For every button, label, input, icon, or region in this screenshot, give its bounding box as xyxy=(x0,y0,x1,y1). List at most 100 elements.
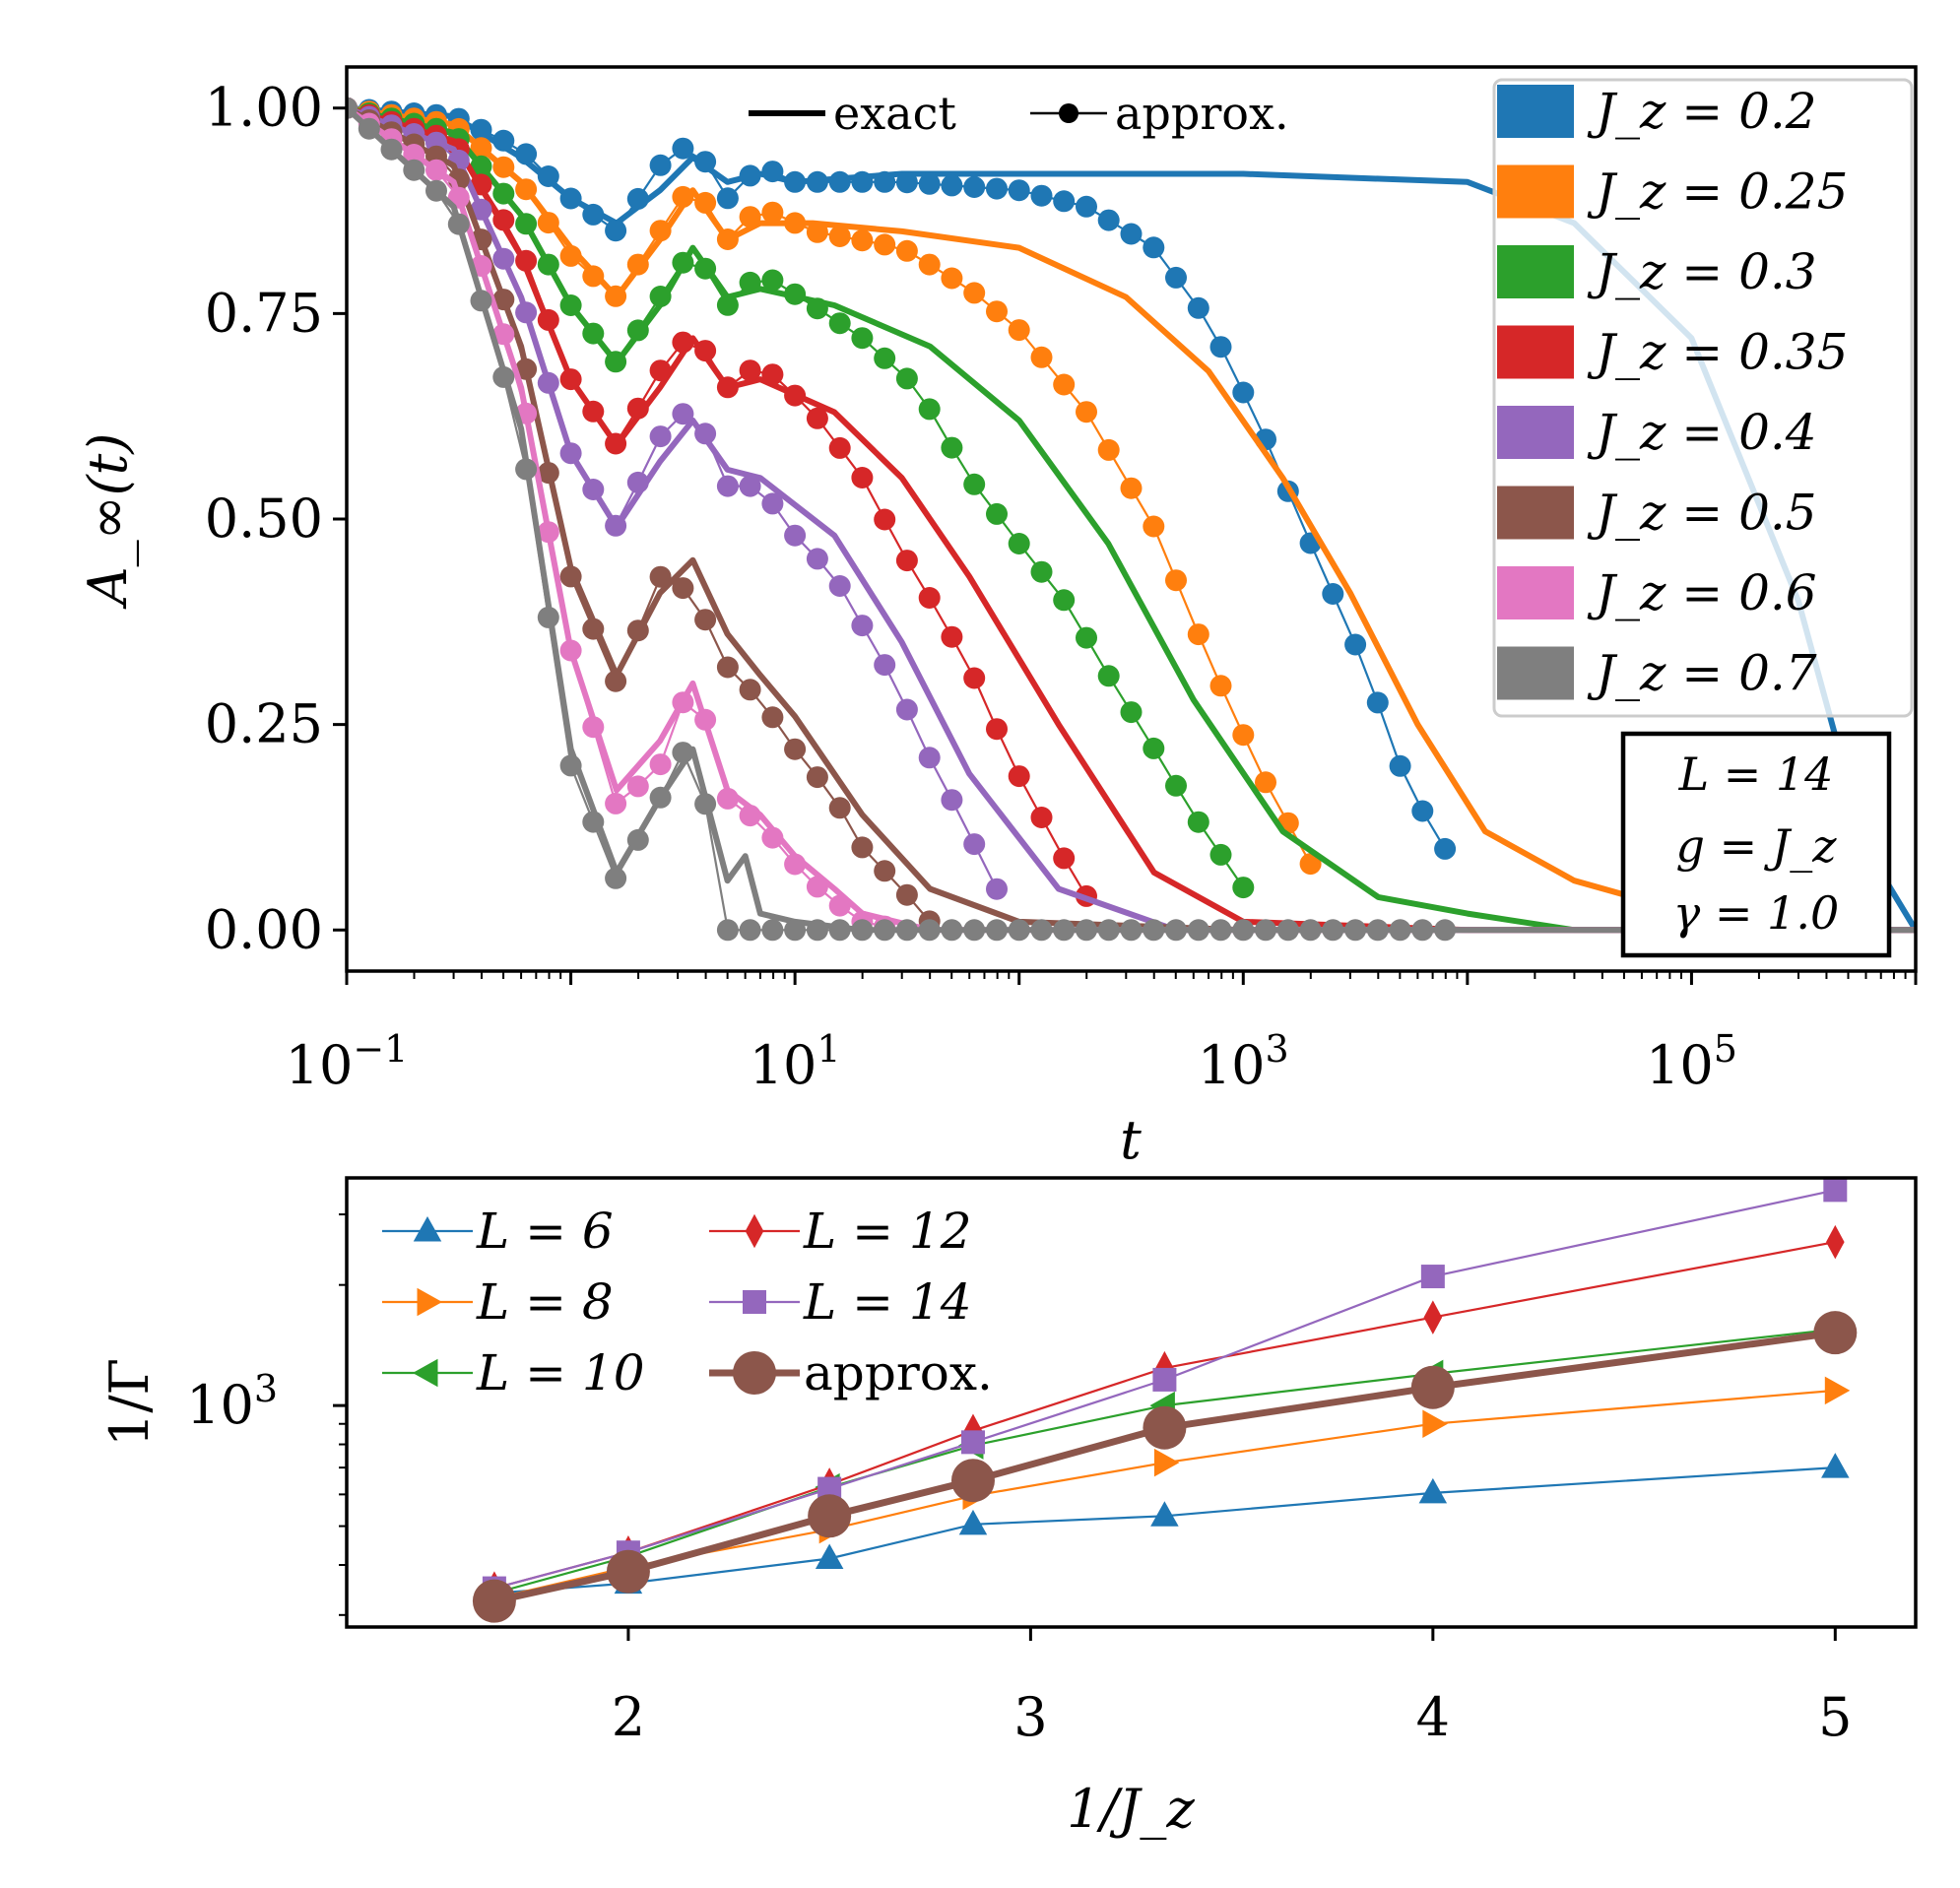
approx-point xyxy=(470,198,492,221)
approx-point xyxy=(1209,919,1232,942)
approx-point xyxy=(1030,184,1053,207)
legend-label: J_z = 0.5 xyxy=(1587,485,1817,542)
jz-legend-item: J_z = 0.3 xyxy=(1497,243,1817,300)
approx-point xyxy=(582,618,605,640)
jz-legend-frame xyxy=(1492,78,1914,718)
approx-marker-key xyxy=(1059,103,1078,123)
approx-point xyxy=(761,201,784,224)
L-legend: L = 6 L = 8 L = 10 L = 12 L = 14 approx. xyxy=(382,1203,993,1401)
approx-point xyxy=(806,407,828,429)
approx-point xyxy=(1143,737,1165,759)
approx-point xyxy=(537,253,559,276)
decay-curves-panel: 10−1 101 103 105 0.00 0.25 0.50 0.75 1.00 t A_∞… xyxy=(77,65,1918,1171)
data-point xyxy=(808,1494,852,1538)
approx-point xyxy=(895,883,918,906)
approx-point xyxy=(739,919,761,942)
approx-point xyxy=(806,876,828,898)
approx-point xyxy=(1165,774,1187,797)
bottom-x-tick-label: 2 xyxy=(612,1686,645,1748)
series-approx xyxy=(472,1311,1858,1623)
approx-point xyxy=(874,233,896,256)
approx-point xyxy=(784,212,807,234)
legend-label: L = 10 xyxy=(476,1344,645,1401)
series-jz-0_4 xyxy=(347,97,1916,934)
approx-point xyxy=(1322,583,1344,605)
approx-point xyxy=(605,670,627,692)
approx-point xyxy=(761,161,784,183)
approx-point xyxy=(716,656,739,679)
L-legend-item: L = 14 xyxy=(709,1273,972,1331)
approx-point xyxy=(716,293,739,316)
legend-label: L = 12 xyxy=(803,1203,972,1260)
approx-point xyxy=(784,853,807,876)
approx-point xyxy=(806,548,828,570)
approx-point xyxy=(694,257,717,280)
approx-point xyxy=(828,797,851,819)
approx-point xyxy=(851,229,874,252)
approx-point xyxy=(1097,438,1120,461)
approx-point xyxy=(918,398,941,421)
approx-point xyxy=(470,173,492,196)
data-point xyxy=(960,1430,985,1455)
approx-point xyxy=(1276,919,1299,942)
approx-point xyxy=(874,170,896,193)
parameter-box-frame xyxy=(1620,731,1892,958)
approx-point xyxy=(806,297,828,320)
approx-point xyxy=(1053,373,1076,396)
approx-point xyxy=(739,475,761,497)
legend-label: L = 6 xyxy=(476,1203,614,1260)
approx-point xyxy=(649,425,672,448)
approx-point xyxy=(874,347,896,369)
approx-point xyxy=(1097,665,1120,687)
approx-point xyxy=(347,97,358,119)
approx-point xyxy=(986,718,1008,741)
legend-swatch xyxy=(1497,566,1574,619)
approx-point xyxy=(1120,223,1143,245)
approx-point xyxy=(1165,569,1187,592)
approx-point xyxy=(537,521,559,544)
series-jz-0_25 xyxy=(347,97,1916,934)
approx-point xyxy=(492,156,515,178)
approx-point xyxy=(1299,919,1322,942)
data-point xyxy=(1826,1224,1845,1260)
approx-point xyxy=(851,467,874,488)
approx-point xyxy=(1366,919,1389,942)
approx-point xyxy=(1232,381,1255,404)
approx-point xyxy=(851,615,874,637)
approx-point xyxy=(559,244,582,267)
L-legend-item: approx. xyxy=(709,1344,993,1401)
jz-legend-item: J_z = 0.25 xyxy=(1497,163,1848,221)
data-point xyxy=(1410,1365,1455,1409)
approx-point xyxy=(828,919,851,942)
approx-point xyxy=(1187,919,1209,942)
approx-point xyxy=(470,137,492,160)
data-point xyxy=(1422,1409,1448,1438)
approx-point xyxy=(1053,847,1076,870)
data-point xyxy=(472,1579,516,1623)
approx-point xyxy=(851,170,874,193)
approx-point xyxy=(694,609,717,631)
approx-point xyxy=(806,919,828,942)
approx-point xyxy=(761,919,784,942)
approx-point xyxy=(806,221,828,243)
approx-point xyxy=(1076,401,1097,423)
approx-point xyxy=(851,836,874,859)
legend-label: J_z = 0.35 xyxy=(1587,324,1848,381)
approx-point xyxy=(784,738,807,760)
top-y-tick-label: 0.50 xyxy=(205,488,323,550)
approx-point xyxy=(559,754,582,777)
approx-point xyxy=(986,919,1008,942)
approx-point xyxy=(1008,919,1030,942)
approx-point xyxy=(828,575,851,597)
approx-point xyxy=(694,793,717,815)
jz-legend-item: J_z = 0.4 xyxy=(1497,404,1817,461)
jz-legend-item: J_z = 0.6 xyxy=(1497,564,1817,621)
approx-point xyxy=(626,775,649,798)
parameter-box: L = 14 g = J_z γ = 1.0 xyxy=(1620,731,1892,958)
approx-point xyxy=(963,833,986,856)
approx-point xyxy=(626,253,649,276)
approx-point xyxy=(1344,919,1367,942)
data-point xyxy=(1823,1178,1848,1203)
approx-point xyxy=(1053,589,1076,612)
approx-point xyxy=(828,436,851,459)
